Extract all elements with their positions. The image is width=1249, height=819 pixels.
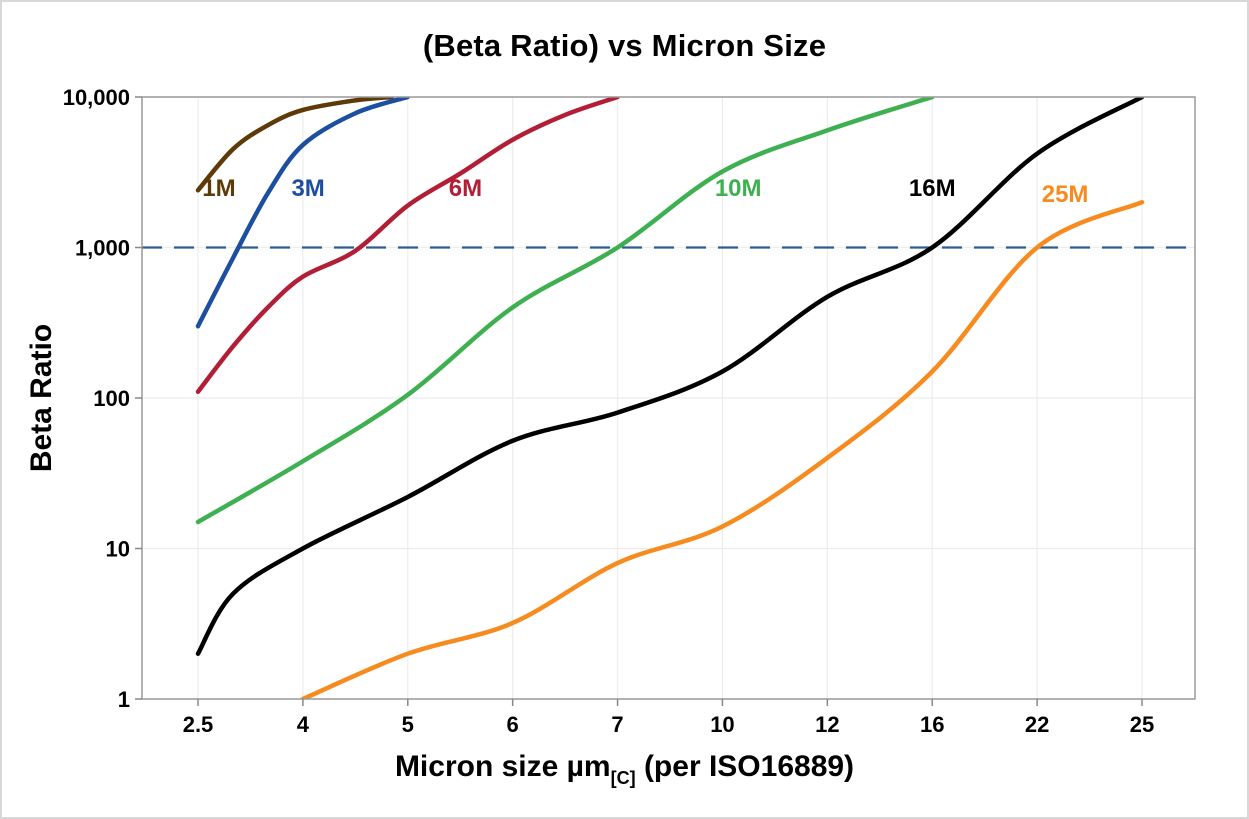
x-tick-label: 5 <box>402 712 414 737</box>
series-curve-25M <box>300 199 1145 699</box>
x-tick-label: 16 <box>920 712 944 737</box>
x-tick-label: 10 <box>710 712 734 737</box>
series-label-3M: 3M <box>291 175 324 202</box>
series-label-16M: 16M <box>909 175 956 202</box>
series-label-1M: 1M <box>202 175 235 202</box>
series-curve-16M <box>195 97 1145 656</box>
x-axis-label: Micron size µm[C] (per ISO16889) <box>2 750 1247 788</box>
x-axis-label-text: Micron size µm <box>394 750 611 783</box>
series-curve-3M <box>195 97 411 329</box>
x-tick-label: 4 <box>297 712 310 737</box>
series-curve-1M <box>195 97 395 193</box>
x-tick-label: 6 <box>507 712 519 737</box>
y-tick-label: 1 <box>118 687 130 712</box>
series-label-6M: 6M <box>449 175 482 202</box>
y-tick-label: 100 <box>93 386 130 411</box>
x-tick-label: 12 <box>815 712 839 737</box>
x-tick-label: 25 <box>1130 712 1154 737</box>
x-tick-label: 7 <box>611 712 623 737</box>
series-curve-10M <box>195 97 935 525</box>
y-tick-label: 1,000 <box>75 236 130 261</box>
series-label-25M: 25M <box>1042 181 1089 208</box>
x-tick-label: 22 <box>1025 712 1049 737</box>
y-tick-label: 10,000 <box>63 85 130 110</box>
x-axis-label-suffix: (per ISO16889) <box>635 750 855 783</box>
y-tick-label: 10 <box>106 537 130 562</box>
chart-title: (Beta Ratio) vs Micron Size <box>422 28 827 63</box>
x-axis-label-subscript: [C] <box>610 768 636 788</box>
series-label-10M: 10M <box>715 175 762 202</box>
x-tick-label: 2.5 <box>183 712 214 737</box>
series-curve-6M <box>195 97 620 395</box>
